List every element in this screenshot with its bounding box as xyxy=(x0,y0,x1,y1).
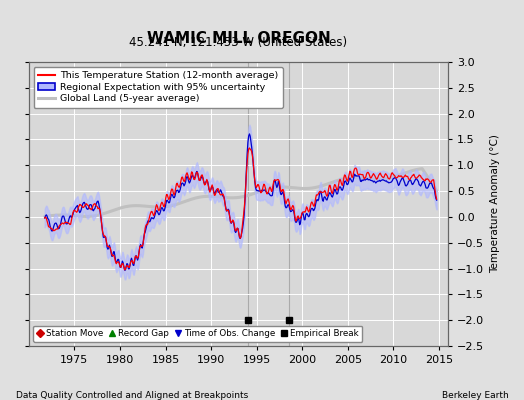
Text: Data Quality Controlled and Aligned at Breakpoints: Data Quality Controlled and Aligned at B… xyxy=(16,391,248,400)
Y-axis label: Temperature Anomaly (°C): Temperature Anomaly (°C) xyxy=(490,134,500,274)
Text: Berkeley Earth: Berkeley Earth xyxy=(442,391,508,400)
Legend: Station Move, Record Gap, Time of Obs. Change, Empirical Break: Station Move, Record Gap, Time of Obs. C… xyxy=(33,326,363,342)
Text: 45.241 N, 121.453 W (United States): 45.241 N, 121.453 W (United States) xyxy=(129,36,347,49)
Title: WAMIC MILL OREGON: WAMIC MILL OREGON xyxy=(147,30,330,46)
